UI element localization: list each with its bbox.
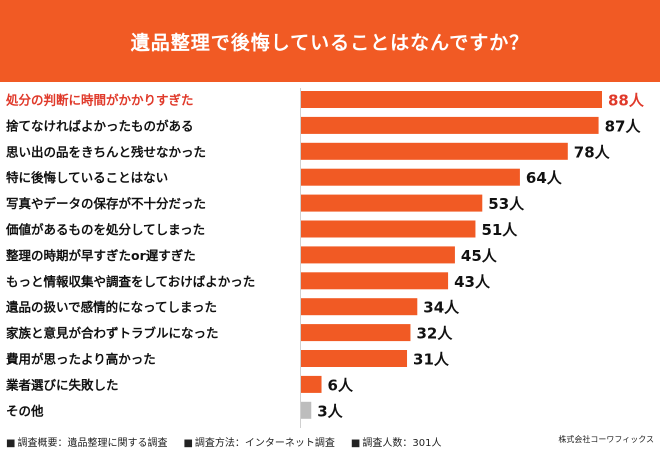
bar bbox=[301, 194, 483, 212]
category-label: 費用が思ったより高かった bbox=[6, 352, 156, 367]
bar bbox=[301, 375, 322, 393]
data-label: 87人 bbox=[605, 117, 642, 135]
bar bbox=[301, 298, 418, 316]
bar bbox=[301, 91, 602, 108]
survey-summary: 調査概要：遺品整理に関する調査 bbox=[6, 434, 167, 449]
data-label: 32人 bbox=[416, 325, 453, 343]
data-label: 43人 bbox=[454, 273, 491, 291]
bar bbox=[301, 324, 411, 342]
category-label: 業者選びに失敗した bbox=[5, 377, 119, 392]
company-name: 株式会社コーワフィックス bbox=[558, 435, 654, 444]
category-label: もっと情報収集や調査をしておけばよかった bbox=[6, 274, 255, 289]
bar bbox=[301, 350, 408, 367]
data-label: 31人 bbox=[413, 351, 450, 369]
bar bbox=[301, 246, 455, 264]
category-label: 家族と意見が合わずトラブルになった bbox=[6, 326, 219, 341]
data-label: 51人 bbox=[481, 221, 518, 239]
bar bbox=[301, 401, 312, 419]
bar bbox=[301, 272, 449, 290]
category-label: 特に後悔していることはない bbox=[6, 170, 168, 185]
data-label: 3人 bbox=[317, 402, 343, 420]
chart-title: 遺品整理で後悔していることはなんですか？ bbox=[130, 31, 530, 54]
axis-line bbox=[300, 88, 301, 428]
category-label: 価値があるものを処分してしまった bbox=[5, 222, 205, 237]
category-label: 遺品の扱いで感情的になってしまった bbox=[5, 300, 217, 315]
data-label: 34人 bbox=[423, 299, 460, 317]
category-label: 捨てなければよかったものがある bbox=[6, 118, 194, 133]
survey-method: 調査方法：インターネット調査 bbox=[183, 434, 335, 449]
data-label: 53人 bbox=[488, 195, 525, 213]
category-label: 思い出の品をきちんと残せなかった bbox=[6, 144, 206, 159]
data-label: 45人 bbox=[461, 247, 498, 265]
data-label: 6人 bbox=[328, 376, 354, 394]
data-label: 88人 bbox=[608, 92, 645, 110]
survey-respondents: 調査人数：301人 bbox=[351, 434, 441, 449]
bar bbox=[301, 220, 476, 238]
category-label: 整理の時期が早すぎたor遅すぎた bbox=[6, 248, 196, 263]
data-label: 64人 bbox=[526, 169, 563, 187]
footer: 調査概要：遺品整理に関する調査 調査方法：インターネット調査 調査人数：301人… bbox=[0, 432, 660, 450]
data-label: 78人 bbox=[574, 143, 611, 161]
category-label: その他 bbox=[6, 403, 44, 418]
bar bbox=[301, 142, 568, 160]
category-label: 処分の判断に時間がかかりすぎた bbox=[5, 93, 194, 108]
category-label: 写真やデータの保存が不十分だった bbox=[6, 196, 206, 211]
chart-header: 遺品整理で後悔していることはなんですか？ bbox=[0, 0, 660, 82]
bar bbox=[301, 116, 599, 134]
bar bbox=[301, 168, 520, 186]
